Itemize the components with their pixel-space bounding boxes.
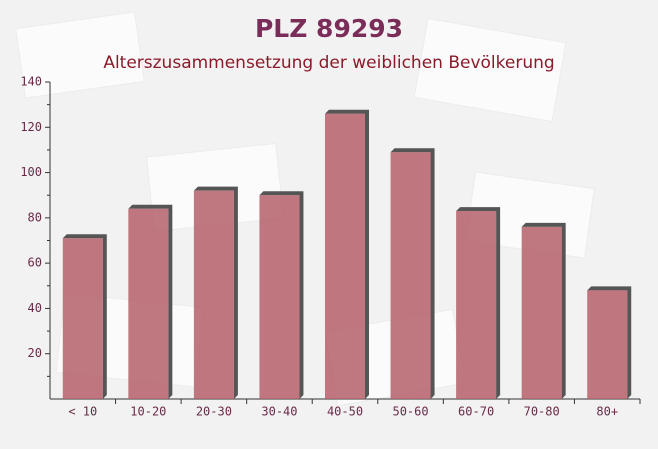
x-tick-label: < 10 [68, 405, 97, 419]
bar [259, 195, 300, 399]
bar [128, 208, 169, 399]
bar [193, 190, 234, 399]
x-tick-label: 10-20 [130, 405, 166, 419]
x-tick-label: 80+ [596, 405, 618, 419]
y-tick-label: 40 [28, 301, 42, 315]
bar [62, 238, 103, 399]
x-tick-label: 70-80 [524, 405, 560, 419]
bar [521, 226, 562, 399]
x-tick-label: 40-50 [327, 405, 363, 419]
chart-title: PLZ 89293 [255, 14, 403, 43]
y-tick-label: 60 [28, 256, 42, 270]
bar [587, 290, 628, 399]
bar [325, 113, 365, 399]
x-tick-label: 20-30 [196, 405, 232, 419]
y-tick-label: 20 [28, 346, 42, 360]
x-tick-label: 50-60 [392, 405, 428, 419]
y-tick-label: 80 [28, 210, 42, 224]
y-tick-label: 140 [20, 75, 42, 89]
x-tick-label: 30-40 [261, 405, 297, 419]
chart-subtitle: Alterszusammensetzung der weiblichen Bev… [103, 53, 554, 73]
y-tick-label: 100 [20, 165, 42, 179]
bar [390, 152, 431, 399]
x-tick-label: 60-70 [458, 405, 494, 419]
y-tick-label: 120 [20, 120, 42, 134]
bar [456, 211, 497, 399]
